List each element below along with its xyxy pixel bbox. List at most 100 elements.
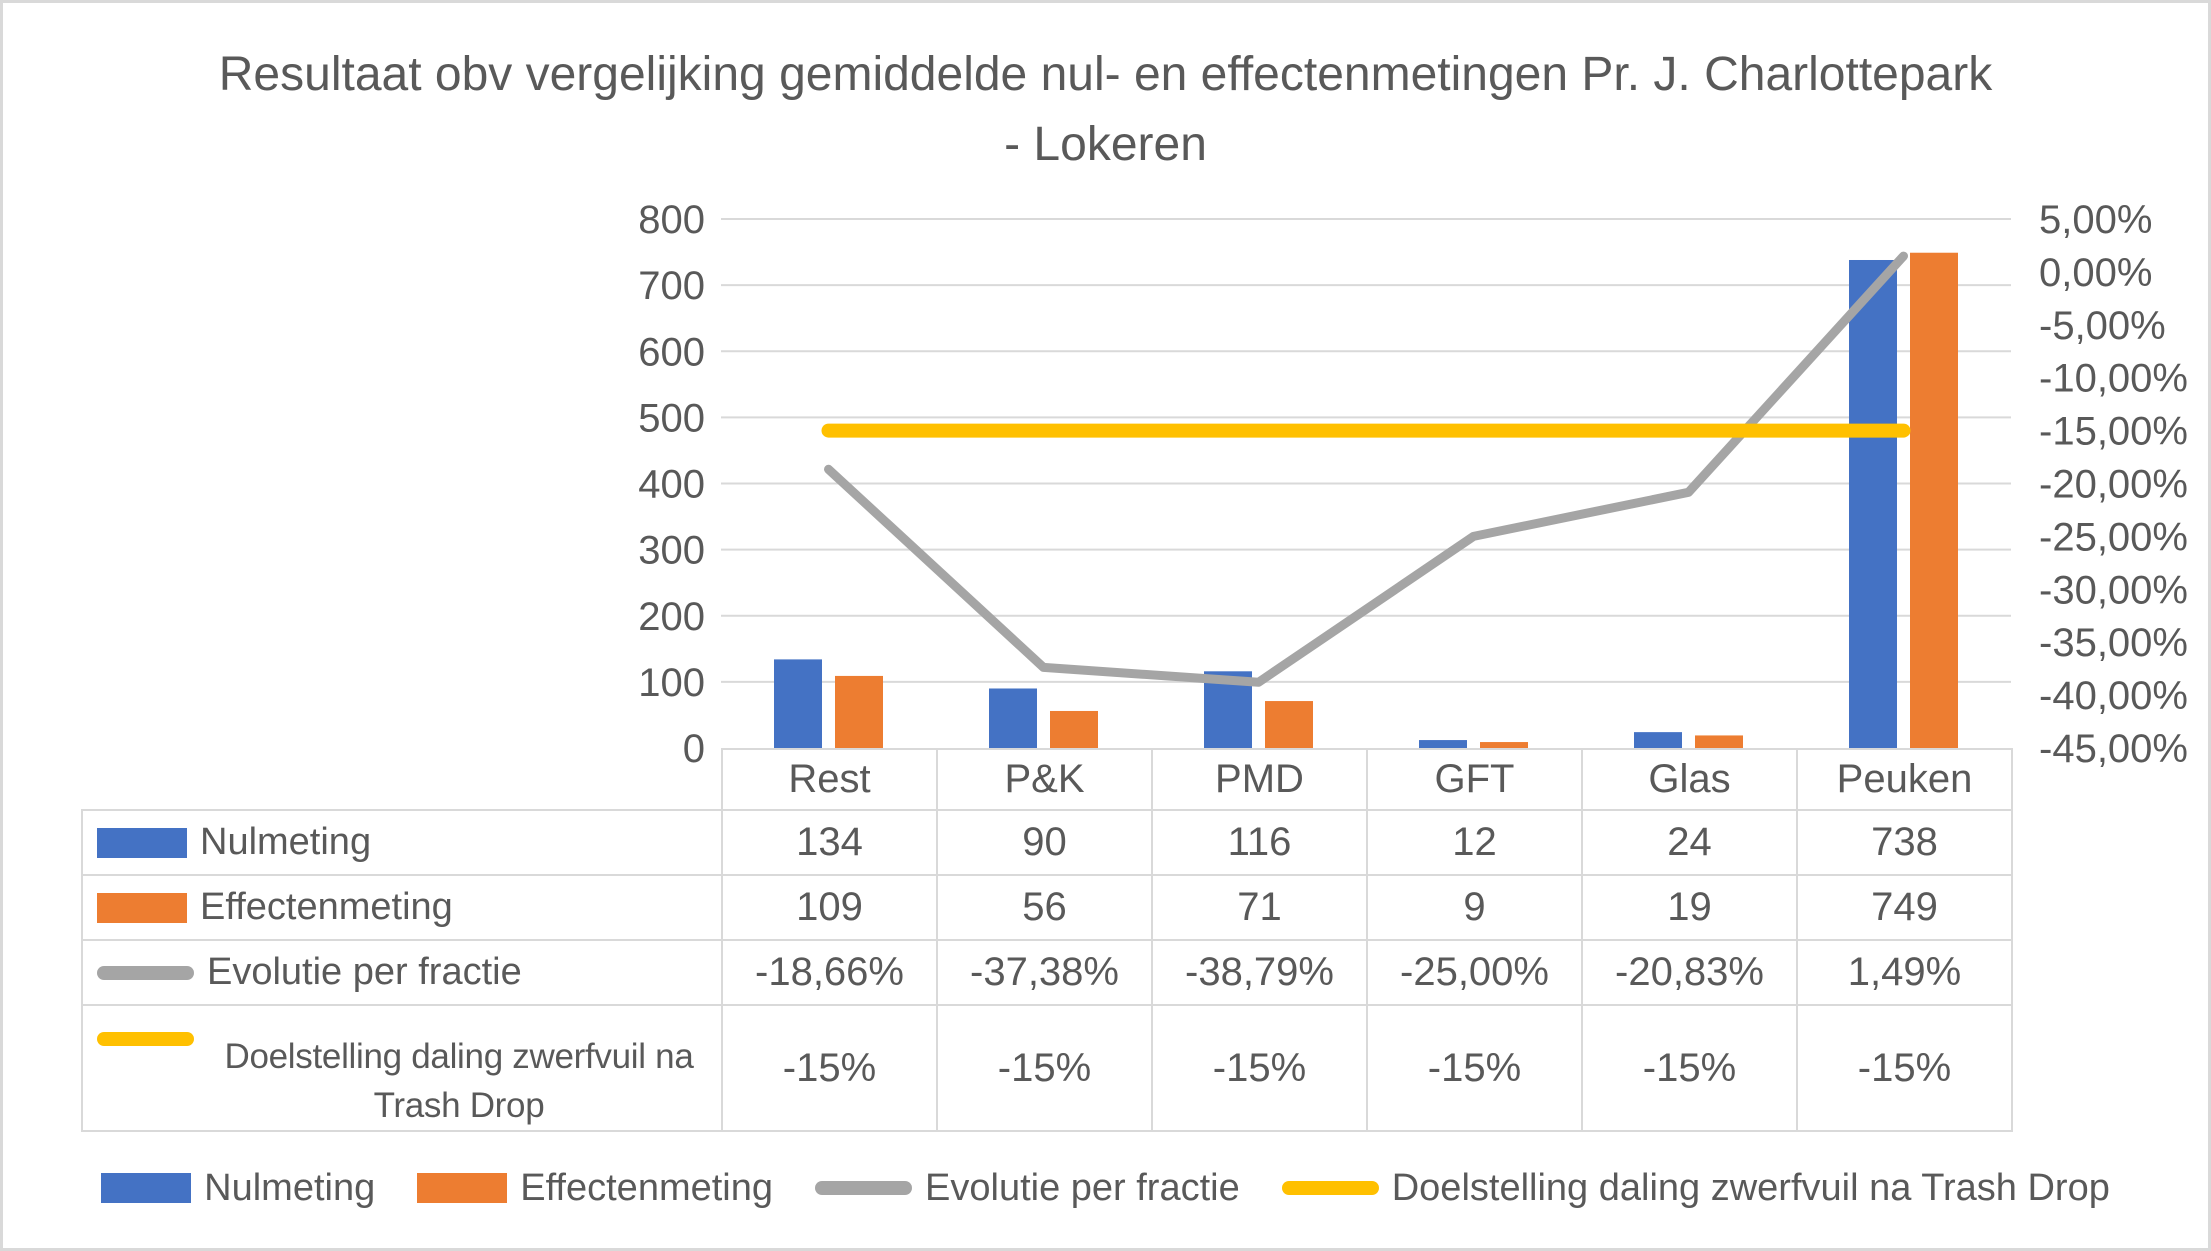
value-cell: 738 xyxy=(1796,809,2013,876)
left-axis-label: 800 xyxy=(638,198,705,242)
series-label: Nulmeting xyxy=(200,819,371,867)
legend-swatch-bar xyxy=(417,1173,508,1203)
left-axis-label: 300 xyxy=(638,529,705,573)
legend-swatch-bar xyxy=(101,1173,192,1203)
bar-effectenmeting xyxy=(1265,701,1313,748)
legend-item-effectenmeting: Effectenmeting xyxy=(417,1167,773,1210)
category-header-peuken: Peuken xyxy=(1796,748,2013,811)
value-cell: 71 xyxy=(1151,874,1368,941)
left-axis-label: 600 xyxy=(638,330,705,374)
chart-title: Resultaat obv vergelijking gemiddelde nu… xyxy=(3,40,2208,180)
chart-data-table: Rest P&K PMD GFT Glas Peuken Nulmeting 134 90 116… xyxy=(81,748,2013,1132)
category-header-glas: Glas xyxy=(1581,748,1798,811)
value-cell: 134 xyxy=(721,809,938,876)
left-axis-label: 500 xyxy=(638,396,705,440)
left-axis-label: 200 xyxy=(638,595,705,639)
right-axis-label: -40,00% xyxy=(2039,674,2188,718)
combo-chart-plot: 800 700 600 500 400 300 200 100 0 5,00% 0,00% -5,00… xyxy=(638,198,2188,771)
table-row: Effectenmeting 109 56 71 9 19 749 xyxy=(81,874,2013,941)
value-cell: -15% xyxy=(1151,1004,1368,1132)
right-axis-label: -25,00% xyxy=(2039,515,2188,559)
series-swatch-line xyxy=(97,1032,194,1046)
series-label-line: Evolutie per fractie xyxy=(207,950,522,993)
right-axis-label: -10,00% xyxy=(2039,357,2188,401)
value-cell: -15% xyxy=(1366,1004,1583,1132)
right-axis-label: -35,00% xyxy=(2039,621,2188,665)
right-axis-label: 0,00% xyxy=(2039,251,2152,295)
value-cell: 56 xyxy=(936,874,1153,941)
value-cell: 24 xyxy=(1581,809,1798,876)
right-axis-label: -15,00% xyxy=(2039,410,2188,454)
value-cell: -15% xyxy=(1581,1004,1798,1132)
category-header-rest: Rest xyxy=(721,748,938,811)
category-header-p-k: P&K xyxy=(936,748,1153,811)
table-row: Doelstelling daling zwerfvuil na Trash Dr… xyxy=(81,1004,2013,1132)
right-axis-label: -5,00% xyxy=(2039,304,2166,348)
left-axis-label: 700 xyxy=(638,264,705,308)
value-cell: 90 xyxy=(936,809,1153,876)
table-row: Nulmeting 134 90 116 12 24 738 xyxy=(81,809,2013,876)
value-cell: -15% xyxy=(1796,1004,2013,1132)
legend-item-doelstelling-daling-zwerfvuil-na-trash-d: Doelstelling daling zwerfvuil na Trash D… xyxy=(1281,1166,2110,1210)
right-axis-label: 5,00% xyxy=(2039,198,2152,242)
value-cell: 9 xyxy=(1366,874,1583,941)
series-swatch-line xyxy=(97,965,194,980)
series-label-line: Effectenmeting xyxy=(200,885,453,928)
series-label: Effectenmeting xyxy=(200,884,453,932)
chart-title-line-1: Resultaat obv vergelijking gemiddelde nu… xyxy=(218,48,1993,101)
value-cell: 749 xyxy=(1796,874,2013,941)
legend-label: Evolutie per fractie xyxy=(925,1166,1240,1209)
category-header-gft: GFT xyxy=(1366,748,1583,811)
row-label-cell: Effectenmeting xyxy=(81,874,723,941)
value-cell: 109 xyxy=(721,874,938,941)
bar-effectenmeting xyxy=(1480,742,1528,748)
legend-item-evolutie-per-fractie: Evolutie per fractie xyxy=(815,1167,1240,1210)
right-axis-label: -20,00% xyxy=(2039,463,2188,507)
series-label-line: Nulmeting xyxy=(200,820,372,863)
legend-swatch-line xyxy=(815,1181,913,1195)
bar-nulmeting xyxy=(774,659,822,748)
legend-swatch-line xyxy=(1281,1181,1379,1195)
bar-nulmeting xyxy=(1849,259,1897,748)
value-cell: -25,00% xyxy=(1366,939,1583,1006)
chart-title-line-2: - Lokeren xyxy=(1004,118,1207,171)
left-axis-label: 400 xyxy=(638,463,705,507)
left-axis-label: 0 xyxy=(683,727,705,771)
bar-nulmeting xyxy=(989,688,1037,748)
legend-label: Nulmeting xyxy=(204,1166,376,1209)
value-cell: -15% xyxy=(936,1004,1153,1132)
series-label-line: Trash Drop xyxy=(373,1086,545,1125)
bar-effectenmeting xyxy=(1910,252,1958,748)
bar-effectenmeting xyxy=(1050,710,1098,748)
legend-label: Effectenmeting xyxy=(520,1166,774,1209)
value-cell: -20,83% xyxy=(1581,939,1798,1006)
legend-label: Doelstelling daling zwerfvuil na Trash D… xyxy=(1391,1166,2110,1209)
category-header-pmd: PMD xyxy=(1151,748,1368,811)
value-cell: -15% xyxy=(721,1004,938,1132)
table-row: Evolutie per fractie -18,66% -37,38% -38,79… xyxy=(81,939,2013,1006)
line-evolutie-per-fractie xyxy=(824,251,1908,687)
series-swatch-bar xyxy=(97,827,187,858)
row-label-cell: Evolutie per fractie xyxy=(81,939,723,1006)
bar-nulmeting xyxy=(1634,732,1682,748)
right-axis-label: -30,00% xyxy=(2039,568,2188,612)
bar-effectenmeting xyxy=(1695,735,1743,748)
value-cell: -37,38% xyxy=(936,939,1153,1006)
series-swatch-bar xyxy=(97,892,187,923)
series-label: Evolutie per fractie xyxy=(207,949,522,997)
left-axis-label: 100 xyxy=(638,661,705,705)
series-label: Doelstelling daling zwerfvuil na Trash Dr… xyxy=(207,1032,721,1130)
value-cell: 19 xyxy=(1581,874,1798,941)
bar-effectenmeting xyxy=(835,675,883,748)
legend-item-nulmeting: Nulmeting xyxy=(101,1167,375,1210)
row-label-cell: Doelstelling daling zwerfvuil na Trash Dr… xyxy=(81,1004,723,1132)
value-cell: 1,49% xyxy=(1796,939,2013,1006)
value-cell: -38,79% xyxy=(1151,939,1368,1006)
right-axis-label: -45,00% xyxy=(2039,727,2188,771)
value-cell: -18,66% xyxy=(721,939,938,1006)
table-corner-cell xyxy=(82,749,722,810)
bar-nulmeting xyxy=(1419,740,1467,748)
value-cell: 12 xyxy=(1366,809,1583,876)
value-cell: 116 xyxy=(1151,809,1368,876)
